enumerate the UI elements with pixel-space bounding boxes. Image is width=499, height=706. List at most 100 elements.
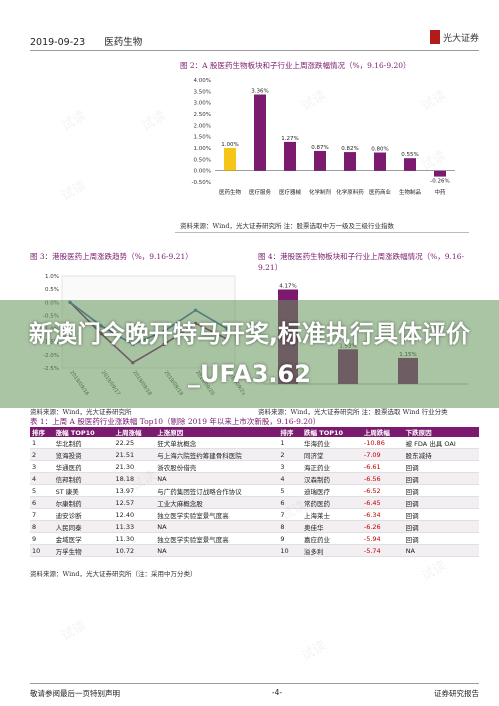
table-cell: 13.97 bbox=[113, 484, 156, 497]
fig2-ytick-label: 0.00% bbox=[194, 169, 211, 175]
fig2-value-label: 1.00% bbox=[221, 142, 238, 148]
table-cell: -6.56 bbox=[361, 472, 404, 485]
footer-doc-type: 证券研究报告 bbox=[434, 689, 479, 698]
watermark-text: 试读 bbox=[58, 178, 90, 205]
fig4-value-label: 4.17% bbox=[279, 283, 296, 289]
rank-table: 排序 涨幅 TOP10 上周涨幅 上涨原因 排序 跌幅 TOP10 上周跌幅 下跌原因 1 华北… bbox=[30, 427, 479, 557]
table-row: 6 尔康制药 12.57 工业大麻概念股 6 常药医药 -6.45 回调 bbox=[30, 496, 479, 509]
table-cell: 回调 bbox=[403, 532, 479, 545]
table-cell: 2 bbox=[30, 448, 54, 461]
table-cell: 4 bbox=[278, 472, 302, 485]
table-cell: 回调 bbox=[403, 520, 479, 533]
banner-text[interactable]: 新澳门今晚开特马开奖,标准执行具体评价_UFA3.62 bbox=[28, 320, 471, 388]
table-cell: 与上海六院签约筹建骨科医院 bbox=[155, 448, 279, 461]
fig2-bar bbox=[434, 170, 446, 177]
fig2-rule bbox=[175, 232, 469, 233]
fig2-chart: 4.00% 3.50% 3.00% 2.50% 2.00% 1.50% 1.00% 0.50%… bbox=[192, 78, 455, 196]
table-cell: 上海莱士 bbox=[302, 508, 362, 521]
table-cell: 尔康制药 bbox=[53, 496, 114, 509]
table-header-cell: 上周跌幅 bbox=[361, 427, 404, 437]
table-title: 表 1：上周 A 股医药行业涨跌幅 Top10（剔除 2019 年以来上市次新股… bbox=[30, 417, 321, 426]
table-row: 2 览海投资 21.51 与上海六院签约筹建骨科医院 2 同济堂 -7.09 股东减持 bbox=[30, 448, 479, 461]
table-cell: 21.30 bbox=[113, 460, 156, 473]
report-date: 2019-09-23 bbox=[30, 37, 86, 48]
page-header: 2019-09-23 医药生物 bbox=[30, 34, 158, 48]
table-cell: 10.72 bbox=[113, 544, 156, 557]
fig2-ytick-label: 3.00% bbox=[194, 101, 211, 107]
table-cell: -10.86 bbox=[361, 437, 404, 449]
table-cell: 6 bbox=[30, 496, 54, 509]
table-cell: 8 bbox=[30, 520, 54, 533]
fig2-title: 图 2：A 股医药生物板块和子行业上周涨跌幅情况（%，9.16-9.20） bbox=[180, 61, 411, 70]
table-cell: 4 bbox=[30, 472, 54, 485]
table-cell: 10 bbox=[278, 544, 302, 557]
table-source: 资料来源：Wind，光大证券研究所（注：采用中万分类） bbox=[30, 570, 197, 578]
fig2-ytick-label: 4.00% bbox=[194, 78, 211, 84]
table-header-cell: 上涨原因 bbox=[155, 427, 279, 437]
table-cell: 同济堂 bbox=[302, 448, 362, 461]
watermark-text: 试读 bbox=[58, 108, 90, 135]
table-cell: 溢多利 bbox=[302, 544, 362, 557]
table-cell: 7 bbox=[278, 508, 302, 521]
report-section: 医药生物 bbox=[104, 37, 143, 48]
table-cell: -6.52 bbox=[361, 484, 404, 497]
fig2-ytick-label: 1.50% bbox=[194, 135, 211, 141]
page-number: -4- bbox=[271, 688, 283, 697]
table-cell: 奥佳华 bbox=[302, 520, 362, 533]
overlay-banner[interactable]: 新澳门今晚开特马开奖,标准执行具体评价_UFA3.62 bbox=[0, 300, 499, 408]
page-footer: 敬请参阅最后一页特别声明 -4- 证券研究报告 bbox=[30, 688, 479, 699]
table-cell: 回调 bbox=[403, 472, 479, 485]
table-header-cell: 下跌原因 bbox=[403, 427, 479, 437]
table-cell: 12.57 bbox=[113, 496, 156, 509]
fig2-value-label: 0.55% bbox=[401, 152, 418, 158]
table-cell: 人民同泰 bbox=[53, 520, 114, 533]
brand-logo: 光大证券 bbox=[429, 30, 479, 44]
fig2-category-label: 生物制品 bbox=[399, 188, 422, 196]
table-row: 8 人民同泰 11.33 NA 8 奥佳华 -6.26 回调 bbox=[30, 520, 479, 533]
table-cell: -6.34 bbox=[361, 508, 404, 521]
fig2-ytick-label: 0.50% bbox=[194, 157, 211, 163]
table-cell: 独立医学实验室景气度高 bbox=[155, 508, 279, 521]
table-body: 1 华北制药 22.25 狂犬单抗概念 1 华海药业 -10.86 被 FDA 出具 OAI 2… bbox=[30, 437, 479, 557]
table-cell: 金域医学 bbox=[53, 532, 114, 545]
table-cell: -5.74 bbox=[361, 544, 404, 557]
table-header-row: 排序 涨幅 TOP10 上周涨幅 上涨原因 排序 跌幅 TOP10 上周跌幅 下跌原因 bbox=[30, 427, 479, 437]
table-cell: 回调 bbox=[403, 460, 479, 473]
table-cell: 1 bbox=[278, 437, 302, 449]
table-cell: -6.26 bbox=[361, 520, 404, 533]
table-cell: 海正药业 bbox=[302, 460, 362, 473]
table-cell: 回调 bbox=[403, 484, 479, 497]
table-cell: 华海药业 bbox=[302, 437, 362, 449]
fig2-source: 资料来源：Wind，光大证券研究所 注：股票选取中万一级及三级行业指数 bbox=[180, 222, 395, 230]
fig2-bar bbox=[404, 158, 416, 171]
fig2-value-label: 0.87% bbox=[311, 145, 328, 151]
table-cell: 嘉应药业 bbox=[302, 532, 362, 545]
table-row: 7 迪安诊断 12.40 独立医学实验室景气度高 7 上海莱士 -6.34 回调 bbox=[30, 508, 479, 521]
table-cell: 独立医学实验室景气度高 bbox=[155, 532, 279, 545]
fig2-category-label: 医疗器械 bbox=[279, 188, 302, 196]
table-cell: 华通医药 bbox=[53, 460, 114, 473]
fig2-category-label: 医疗服务 bbox=[249, 188, 272, 196]
table-cell: NA bbox=[403, 544, 479, 557]
table-cell: 8 bbox=[278, 520, 302, 533]
footer-rule bbox=[30, 683, 479, 684]
table-cell: 3 bbox=[278, 460, 302, 473]
fig2-value-label: 0.80% bbox=[371, 147, 388, 153]
fig2-ytick-label: 1.00% bbox=[194, 146, 211, 152]
fig2-category-label: 医药生物 bbox=[219, 188, 242, 196]
table-cell: 5 bbox=[278, 484, 302, 497]
table-cell: -5.94 bbox=[361, 532, 404, 545]
watermark-text: 试读 bbox=[418, 558, 450, 585]
table-cell: 21.51 bbox=[113, 448, 156, 461]
fig2-category-label: 中药 bbox=[434, 188, 446, 196]
fig2-ytick-label: -0.50% bbox=[192, 180, 211, 186]
table-row: 1 华北制药 22.25 狂犬单抗概念 1 华海药业 -10.86 被 FDA 出具 OAI bbox=[30, 437, 479, 449]
table-header-cell: 上周涨幅 bbox=[113, 427, 156, 437]
table-cell: 9 bbox=[278, 532, 302, 545]
header-rule bbox=[30, 50, 479, 51]
table-cell: 信邦制药 bbox=[53, 472, 114, 485]
fig2-ytick-label: 2.00% bbox=[194, 123, 211, 129]
table-header-cell: 跌幅 TOP10 bbox=[302, 427, 362, 437]
fig4-title: 图 4：港股医药生物板块和子行业上周涨跌幅情况（%，9.16-9.21） bbox=[258, 252, 465, 272]
table-cell: -6.45 bbox=[361, 496, 404, 509]
